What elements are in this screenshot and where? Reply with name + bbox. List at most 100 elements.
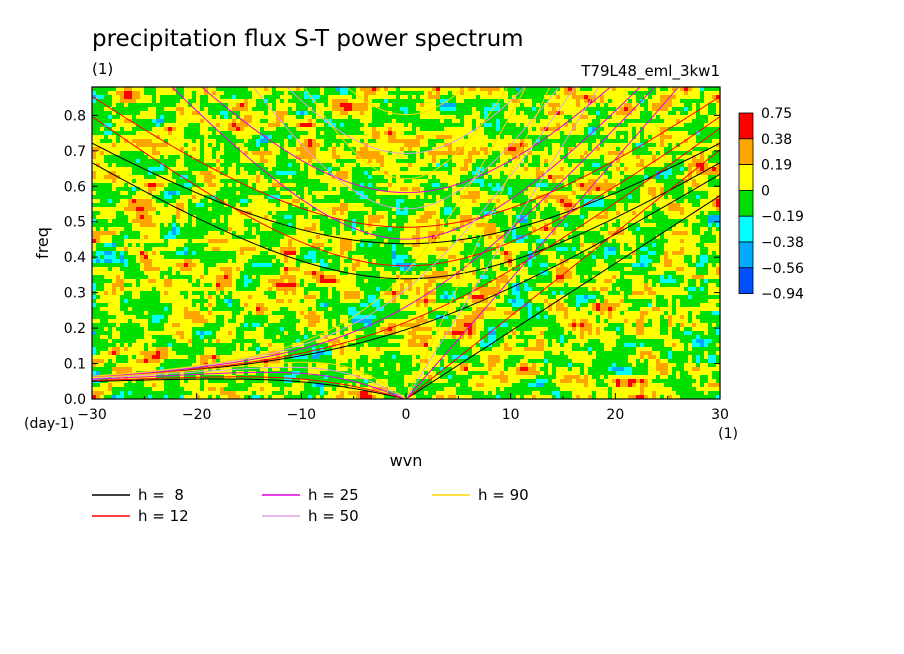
- heatmap-cell: [456, 175, 461, 180]
- heatmap-cell: [372, 103, 377, 108]
- heatmap-cell: [504, 123, 509, 128]
- heatmap-cell: [676, 159, 681, 164]
- heatmap-cell: [208, 159, 213, 164]
- heatmap-cell: [500, 111, 505, 116]
- heatmap-cell: [412, 199, 417, 204]
- heatmap-cell: [220, 207, 225, 212]
- heatmap-cell: [124, 87, 129, 92]
- heatmap-cell: [488, 143, 493, 148]
- heatmap-cell: [124, 171, 129, 176]
- heatmap-cell: [716, 187, 720, 192]
- heatmap-cell: [352, 183, 357, 188]
- heatmap-cell: [184, 179, 189, 184]
- heatmap-cell: [508, 115, 513, 120]
- heatmap-cell: [504, 155, 509, 160]
- heatmap-cell: [328, 207, 333, 212]
- heatmap-cell: [436, 203, 441, 208]
- heatmap-cell: [692, 171, 697, 176]
- heatmap-cell: [132, 131, 137, 136]
- heatmap-cell: [260, 171, 265, 176]
- heatmap-cell: [580, 155, 585, 160]
- heatmap-cell: [608, 175, 613, 180]
- heatmap-cell: [520, 195, 525, 200]
- heatmap-cell: [248, 99, 253, 104]
- heatmap-cell: [508, 155, 513, 160]
- heatmap-cell: [124, 211, 129, 216]
- heatmap-cell: [244, 171, 249, 176]
- heatmap-cell: [660, 171, 665, 176]
- heatmap-cell: [368, 131, 373, 136]
- heatmap-cell: [504, 111, 509, 116]
- heatmap-cell: [396, 179, 401, 184]
- heatmap-cell: [420, 191, 425, 196]
- heatmap-cell: [584, 99, 589, 104]
- heatmap-cell: [496, 91, 501, 96]
- heatmap-cell: [684, 127, 689, 132]
- heatmap-cell: [456, 155, 461, 160]
- heatmap-cell: [260, 211, 265, 216]
- heatmap-cell: [512, 191, 517, 196]
- heatmap-cell: [456, 123, 461, 128]
- heatmap-cell: [160, 171, 165, 176]
- heatmap-cell: [100, 199, 105, 204]
- heatmap-cell: [692, 207, 697, 212]
- heatmap-cell: [432, 91, 437, 96]
- heatmap-cell: [112, 195, 117, 200]
- heatmap-cell: [560, 199, 565, 204]
- heatmap-cell: [536, 87, 541, 92]
- heatmap-cell: [716, 103, 720, 108]
- heatmap-cell: [168, 191, 173, 196]
- heatmap-cell: [200, 127, 205, 132]
- heatmap-cell: [340, 99, 345, 104]
- heatmap-cell: [172, 147, 177, 152]
- heatmap-cell: [188, 211, 193, 216]
- heatmap-cell: [252, 199, 257, 204]
- heatmap-cell: [240, 183, 245, 188]
- heatmap-cell: [248, 171, 253, 176]
- heatmap-cell: [356, 143, 361, 148]
- heatmap-cell: [548, 131, 553, 136]
- heatmap-cell: [136, 191, 141, 196]
- heatmap-cell: [564, 155, 569, 160]
- heatmap-cell: [388, 99, 393, 104]
- heatmap-cell: [676, 99, 681, 104]
- heatmap-cell: [356, 131, 361, 136]
- heatmap-cell: [336, 115, 341, 120]
- heatmap-cell: [348, 179, 353, 184]
- heatmap-cell: [232, 107, 237, 112]
- heatmap-cell: [172, 91, 177, 96]
- heatmap-cell: [364, 167, 369, 172]
- heatmap-cell: [624, 103, 629, 108]
- heatmap-cell: [600, 191, 605, 196]
- heatmap-cell: [348, 159, 353, 164]
- heatmap-cell: [200, 199, 205, 204]
- heatmap-cell: [296, 135, 301, 140]
- heatmap-cell: [444, 115, 449, 120]
- heatmap-cell: [672, 179, 677, 184]
- heatmap-cell: [100, 115, 105, 120]
- heatmap-cell: [524, 127, 529, 132]
- heatmap-cell: [288, 179, 293, 184]
- heatmap-cell: [328, 187, 333, 192]
- heatmap-cell: [368, 103, 373, 108]
- heatmap-cell: [240, 155, 245, 160]
- heatmap-cell: [456, 143, 461, 148]
- heatmap-cell: [572, 135, 577, 140]
- heatmap-cell: [292, 111, 297, 116]
- heatmap-cell: [412, 123, 417, 128]
- heatmap-cell: [124, 127, 129, 132]
- heatmap-cell: [636, 103, 641, 108]
- heatmap-cell: [188, 127, 193, 132]
- heatmap-cell: [632, 111, 637, 116]
- heatmap-cell: [128, 123, 133, 128]
- heatmap-cell: [472, 203, 477, 208]
- heatmap-cell: [600, 143, 605, 148]
- heatmap-cell: [488, 127, 493, 132]
- heatmap-cell: [120, 147, 125, 152]
- heatmap-cell: [292, 199, 297, 204]
- heatmap-cell: [488, 103, 493, 108]
- heatmap-cell: [160, 119, 165, 124]
- heatmap-cell: [224, 183, 229, 188]
- heatmap-cell: [452, 99, 457, 104]
- heatmap-cell: [532, 111, 537, 116]
